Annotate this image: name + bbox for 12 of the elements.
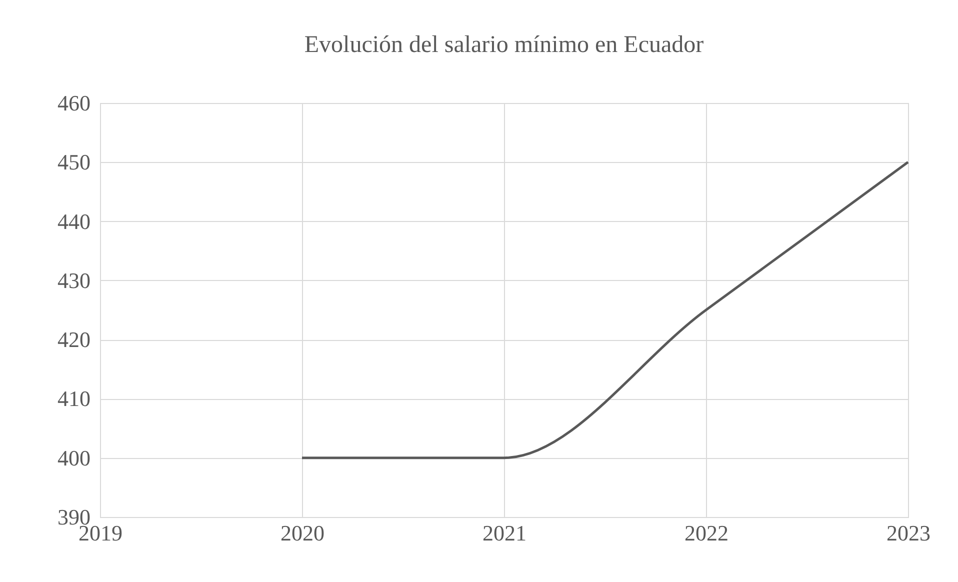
chart-title: Evolución del salario mínimo en Ecuador <box>304 32 704 58</box>
x-tick-label: 2021 <box>482 520 526 546</box>
y-tick-label: 460 <box>58 90 90 116</box>
y-tick-label: 410 <box>58 386 90 412</box>
y-tick-label: 440 <box>58 208 90 234</box>
x-tick-label: 2022 <box>684 520 728 546</box>
x-tick-label: 2020 <box>280 520 324 546</box>
y-tick-label: 450 <box>58 150 90 175</box>
y-tick-label: 420 <box>58 327 90 352</box>
y-tick-label: 400 <box>58 445 90 470</box>
y-tick-label: 430 <box>58 268 90 293</box>
x-tick-label: 2023 <box>886 520 930 546</box>
